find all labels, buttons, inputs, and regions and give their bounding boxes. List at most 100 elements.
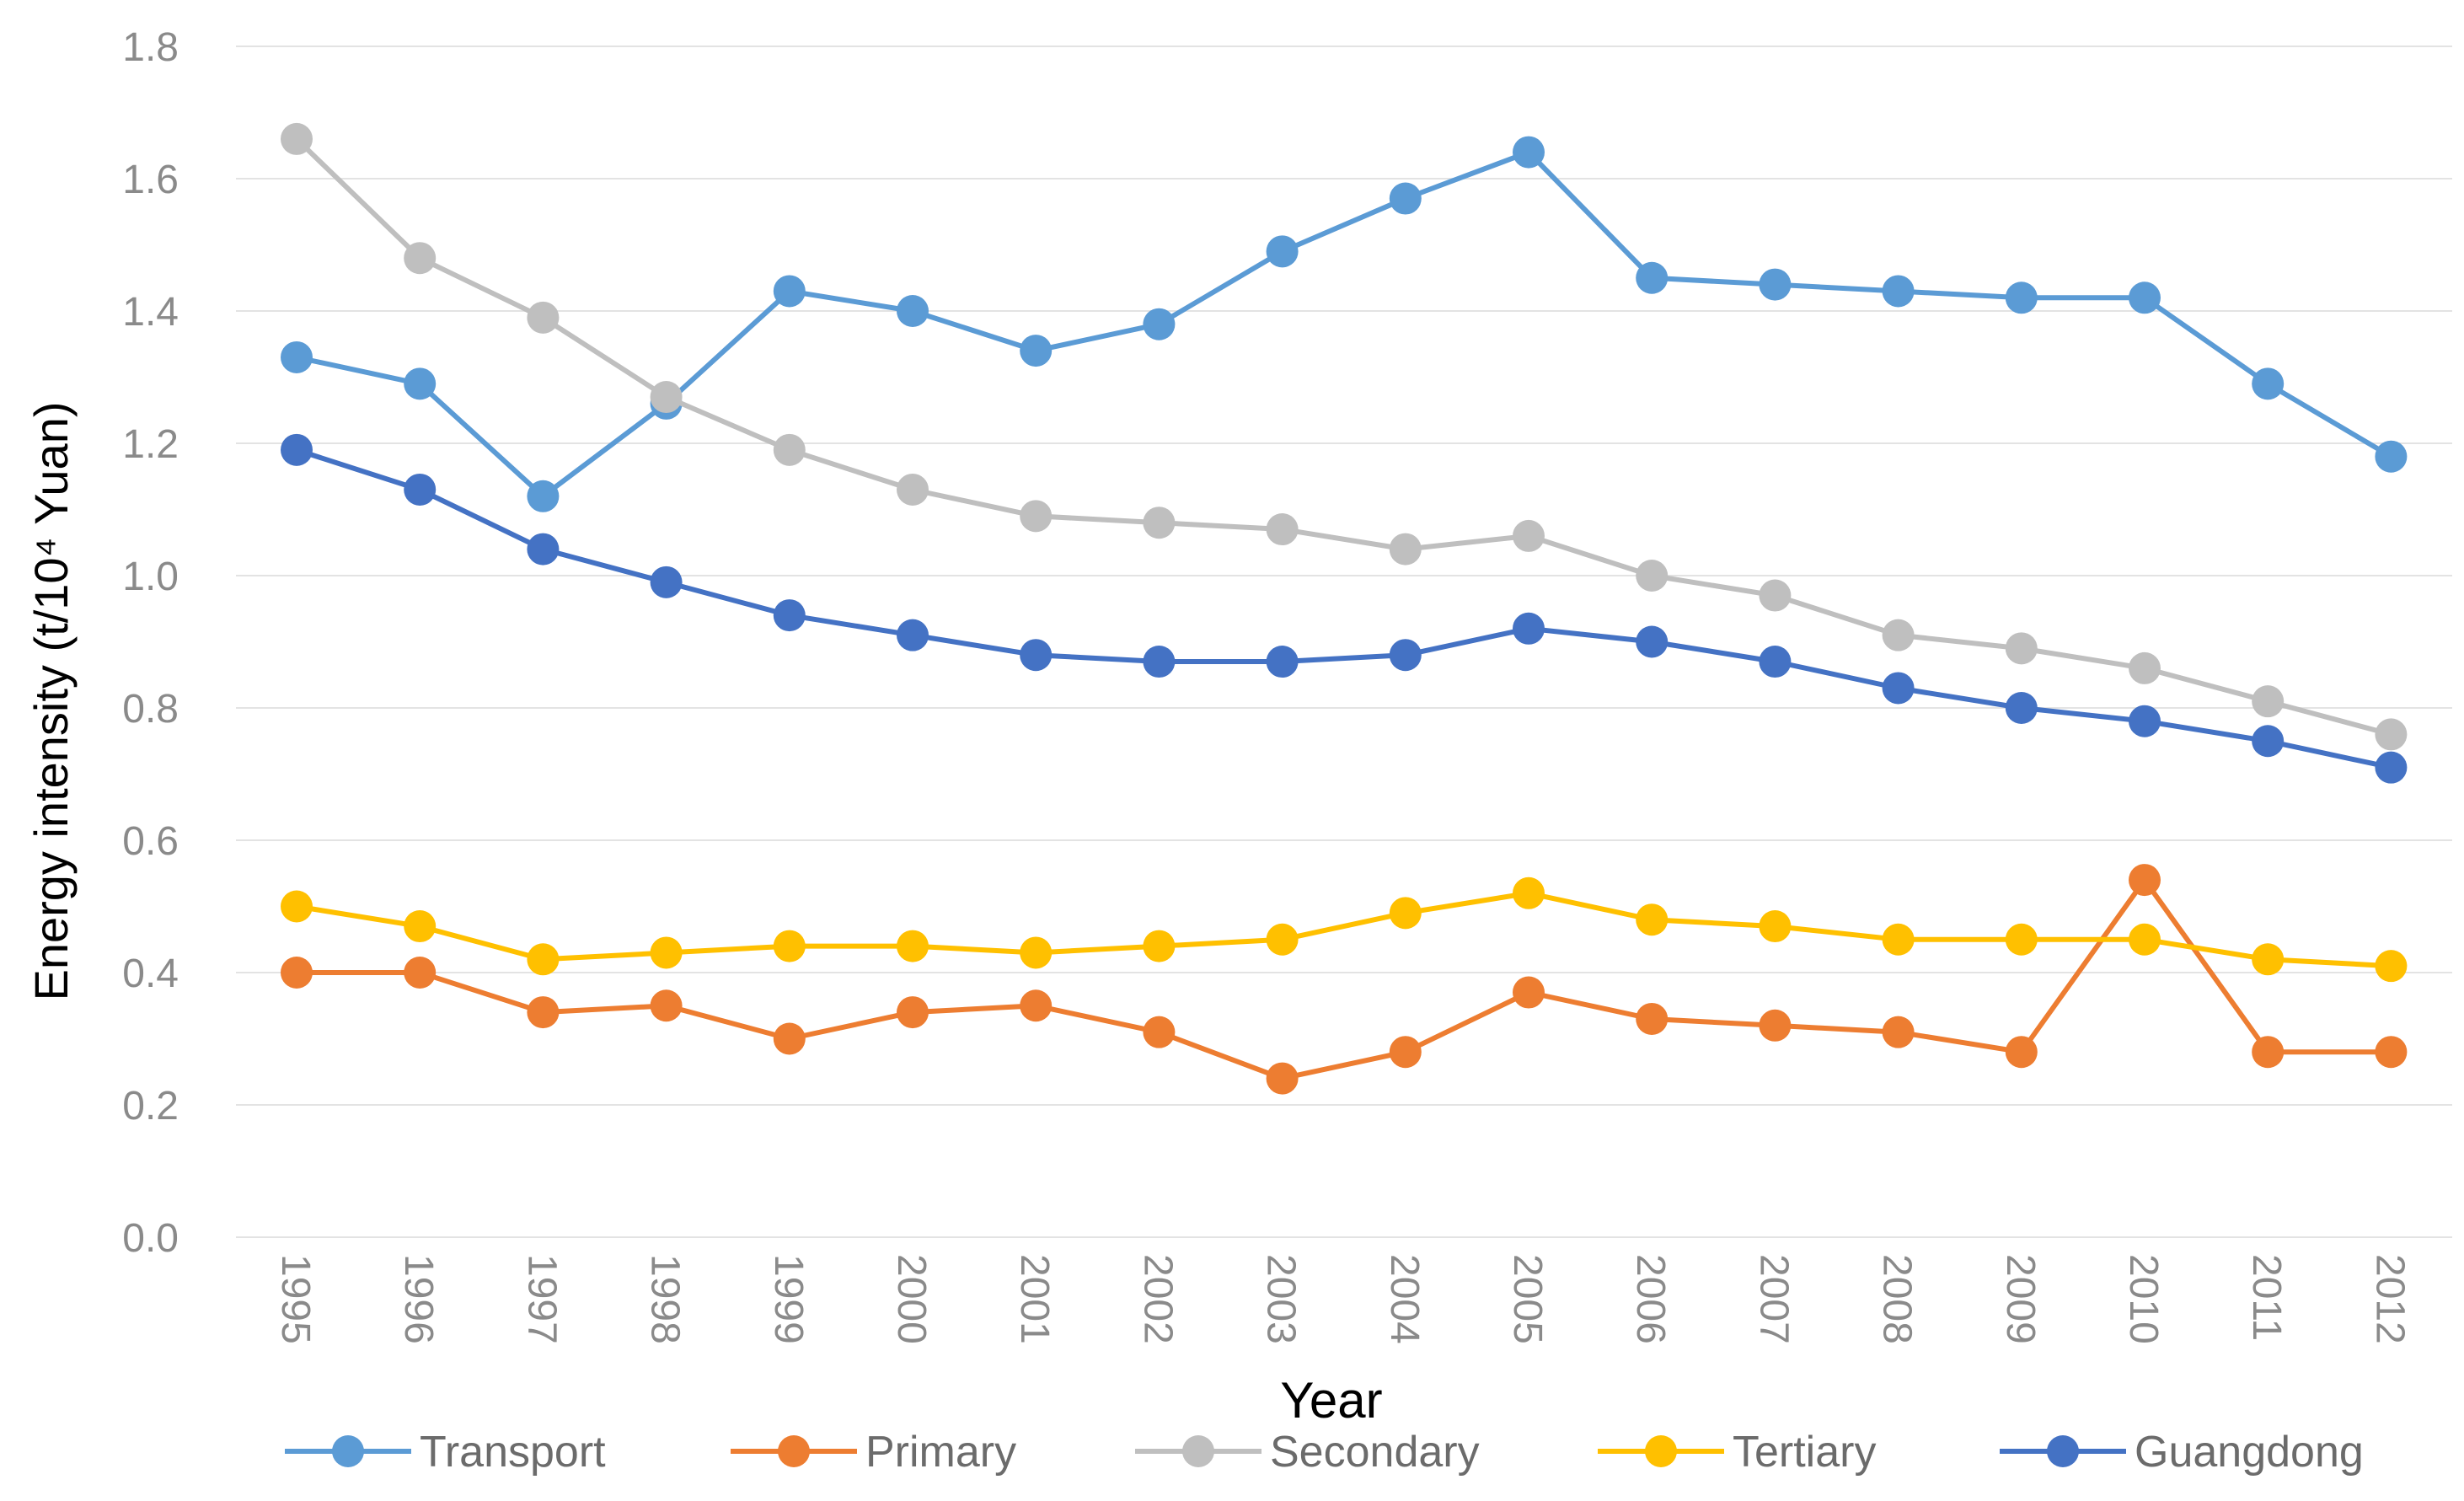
- data-point: [2129, 864, 2161, 897]
- series-transport: [281, 136, 2408, 512]
- data-point: [1759, 910, 1792, 943]
- legend-swatch-marker: [2047, 1435, 2079, 1467]
- y-tick-label: 0.4: [122, 952, 179, 996]
- series-line: [296, 149, 2392, 499]
- data-point: [773, 599, 806, 632]
- data-point: [1143, 507, 1176, 539]
- x-tick-label: 2000: [889, 1254, 934, 1344]
- data-point: [650, 381, 683, 414]
- data-point: [2005, 923, 2038, 956]
- data-point: [2129, 923, 2161, 956]
- legend-label: Tertiary: [1733, 1428, 1876, 1477]
- data-point: [2375, 950, 2408, 983]
- data-point: [1882, 1016, 1915, 1048]
- x-tick-label: 2008: [1875, 1254, 1920, 1344]
- legend-item-secondary: Secondary: [1135, 1428, 1480, 1477]
- legend-label: Transport: [420, 1428, 606, 1477]
- x-tick-label: 2002: [1135, 1254, 1180, 1344]
- data-point: [527, 996, 560, 1029]
- data-point: [1882, 275, 1915, 308]
- data-point: [1143, 1016, 1176, 1048]
- data-point: [1882, 619, 1915, 651]
- y-axis-label: Energy intensity (t/10⁴ Yuan): [24, 402, 78, 1001]
- data-point: [1636, 560, 1669, 592]
- data-point: [1266, 1062, 1299, 1095]
- data-point: [2252, 725, 2285, 758]
- x-tick-label: 2012: [2367, 1254, 2412, 1344]
- data-point: [1266, 513, 1299, 546]
- data-point: [1143, 930, 1176, 962]
- y-tick-label: 0.0: [122, 1216, 179, 1261]
- data-point: [897, 619, 929, 651]
- legend-item-transport: Transport: [285, 1428, 606, 1477]
- data-point: [1266, 923, 1299, 956]
- data-point: [2129, 705, 2161, 737]
- y-tick-label: 1.8: [122, 25, 179, 70]
- series-tertiary: [281, 876, 2408, 983]
- x-tick-label: 1997: [519, 1254, 564, 1344]
- data-point: [1513, 136, 1545, 169]
- series-line: [296, 448, 2392, 770]
- x-tick-label: 1998: [643, 1254, 688, 1344]
- legend-item-tertiary: Tertiary: [1598, 1428, 1876, 1477]
- data-point: [281, 433, 313, 466]
- x-tick-label: 1999: [766, 1254, 811, 1344]
- data-point: [1266, 235, 1299, 268]
- data-point: [2005, 1036, 2038, 1069]
- data-point: [1759, 268, 1792, 301]
- legend-label: Secondary: [1270, 1428, 1480, 1477]
- data-point: [897, 930, 929, 962]
- data-point: [2375, 751, 2408, 784]
- data-point: [1882, 923, 1915, 956]
- data-point: [1513, 876, 1545, 909]
- data-point: [897, 295, 929, 327]
- data-point: [1020, 335, 1053, 367]
- data-point: [527, 480, 560, 512]
- x-tick-label: 2003: [1259, 1254, 1304, 1344]
- data-point: [650, 566, 683, 598]
- data-point: [1143, 308, 1176, 340]
- legend-swatch-marker: [1182, 1435, 1214, 1467]
- data-point: [1513, 519, 1545, 552]
- data-point: [1389, 533, 1422, 566]
- data-point: [281, 890, 313, 923]
- y-tick-label: 0.6: [122, 819, 179, 864]
- data-point: [1636, 1002, 1669, 1035]
- series-lines: [281, 122, 2408, 1095]
- x-tick-label: 1996: [396, 1254, 441, 1344]
- data-point: [1759, 579, 1792, 612]
- y-tick-label: 0.8: [122, 687, 179, 732]
- data-point: [1389, 1036, 1422, 1069]
- legend-item-guangdong: Guangdong: [2000, 1428, 2364, 1477]
- data-point: [1020, 936, 1053, 969]
- data-point: [650, 936, 683, 969]
- data-point: [2375, 718, 2408, 751]
- data-point: [2005, 692, 2038, 724]
- data-point: [527, 943, 560, 976]
- series-line: [297, 877, 2392, 1081]
- data-point: [1513, 612, 1545, 645]
- data-point: [527, 301, 560, 334]
- data-point: [2252, 685, 2285, 718]
- data-point: [1389, 639, 1422, 672]
- x-tick-label: 2004: [1382, 1254, 1427, 1344]
- data-point: [2252, 1036, 2285, 1069]
- legend-swatch-marker: [778, 1435, 810, 1467]
- data-point: [773, 433, 806, 466]
- legend-swatch-marker: [332, 1435, 364, 1467]
- series-guangdong: [281, 433, 2408, 784]
- data-point: [1882, 672, 1915, 705]
- legend-item-primary: Primary: [731, 1428, 1016, 1477]
- data-point: [1389, 182, 1422, 215]
- data-point: [281, 957, 313, 989]
- x-tick-label: 2009: [1998, 1254, 2043, 1344]
- series-primary: [281, 864, 2408, 1095]
- x-tick-label: 2007: [1751, 1254, 1796, 1344]
- legend-label: Guangdong: [2135, 1428, 2364, 1477]
- data-point: [1143, 646, 1176, 678]
- data-point: [2129, 281, 2161, 314]
- data-point: [2375, 440, 2408, 473]
- y-tick-label: 1.0: [122, 555, 179, 599]
